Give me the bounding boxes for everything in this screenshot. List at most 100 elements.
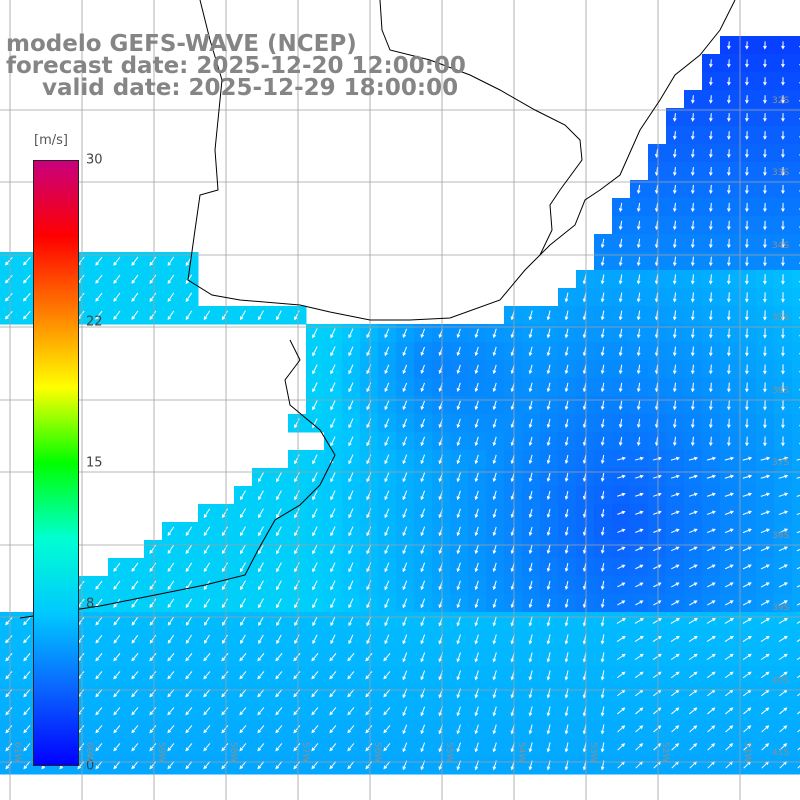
wind-arrow: [546, 634, 551, 645]
wind-arrow: [763, 184, 767, 195]
wind-arrow: [312, 616, 318, 627]
wind-speed-cell: [792, 648, 800, 667]
wind-arrow: [77, 761, 85, 770]
wind-arrow: [781, 256, 785, 267]
wind-arrow: [402, 616, 408, 627]
wind-arrow: [330, 382, 336, 393]
wind-arrow: [708, 400, 713, 411]
wind-arrow: [564, 562, 569, 573]
wind-arrow: [727, 166, 731, 177]
wind-arrow: [760, 564, 770, 570]
wind-arrow: [546, 346, 551, 357]
wind-arrow: [492, 598, 497, 609]
wind-arrow: [293, 689, 301, 698]
wind-arrow: [492, 346, 497, 357]
wind-arrow: [22, 292, 31, 302]
wind-arrow: [294, 598, 300, 609]
wind-arrow: [724, 635, 734, 642]
wind-arrow: [763, 113, 767, 122]
wind-arrow: [203, 544, 211, 555]
wind-arrow: [258, 490, 264, 501]
wind-arrow: [564, 508, 569, 518]
wind-arrow: [600, 238, 605, 249]
wind-arrow: [618, 256, 623, 267]
wind-arrow: [492, 472, 497, 483]
wind-arrow: [618, 238, 623, 249]
wind-arrow: [726, 382, 731, 393]
wind-arrow: [654, 328, 659, 339]
wind-arrow: [652, 618, 662, 624]
wind-arrow: [582, 436, 587, 447]
wind-arrow: [474, 490, 479, 501]
wind-speed-cell: [792, 468, 800, 487]
wind-arrow: [653, 510, 662, 515]
wind-arrow: [546, 436, 551, 447]
wind-arrow: [564, 292, 569, 303]
wind-arrow: [600, 706, 605, 717]
wind-arrow: [384, 382, 390, 393]
wind-arrow: [456, 418, 461, 429]
wind-arrow: [221, 707, 229, 716]
wind-arrow: [420, 418, 426, 429]
wind-arrow: [456, 742, 461, 753]
wind-arrow: [294, 526, 300, 537]
wind-arrow: [185, 562, 193, 573]
wind-arrow: [312, 472, 318, 483]
wind-arrow: [618, 202, 623, 213]
wind-speed-cell: [792, 216, 800, 235]
wind-arrow: [95, 761, 103, 770]
wind-arrow: [95, 725, 103, 734]
wind-arrow: [724, 456, 735, 461]
wind-arrow: [760, 600, 770, 606]
wind-arrow: [672, 436, 677, 447]
wind-arrow: [724, 492, 735, 497]
wind-arrow: [383, 743, 391, 752]
wind-arrow: [671, 582, 680, 588]
wind-arrow: [763, 436, 767, 447]
wind-arrow: [653, 707, 662, 715]
wind-arrow: [690, 346, 695, 357]
wind-arrow: [113, 653, 121, 662]
wind-arrow: [742, 546, 752, 552]
wind-arrow: [311, 707, 319, 716]
wind-arrow: [474, 364, 479, 375]
wind-arrow: [688, 528, 698, 534]
wind-arrow: [474, 616, 479, 627]
wind-arrow: [329, 689, 337, 698]
latitude-label: 36S: [772, 386, 790, 396]
wind-arrow: [763, 202, 767, 213]
wind-arrow: [778, 582, 788, 588]
wind-speed-cell: [792, 504, 800, 523]
wind-arrow: [167, 616, 175, 626]
wind-arrow: [635, 546, 644, 552]
colorbar-tick-label: 22: [86, 314, 103, 330]
wind-arrow: [706, 618, 716, 624]
wind-arrow: [384, 508, 390, 519]
wind-arrow: [456, 562, 461, 573]
wind-arrow: [276, 580, 282, 591]
wind-arrow: [420, 382, 425, 393]
wind-arrow: [724, 671, 734, 679]
wind-arrow: [23, 689, 31, 698]
wind-arrow: [564, 598, 569, 609]
wind-arrow: [456, 724, 461, 735]
wind-arrow: [113, 616, 121, 626]
wind-speed-cell: [792, 666, 800, 685]
wind-arrow: [688, 456, 699, 461]
wind-arrow: [456, 454, 461, 465]
wind-arrow: [492, 418, 497, 429]
wind-arrow: [778, 528, 789, 534]
wind-arrow: [131, 671, 139, 680]
wind-arrow: [653, 600, 662, 606]
wind-arrow: [781, 166, 785, 177]
colorbar-tick-label: 15: [86, 455, 103, 471]
wind-arrow: [745, 364, 749, 375]
wind-arrow: [690, 400, 695, 411]
wind-arrow: [402, 346, 408, 357]
wind-arrow: [474, 526, 479, 537]
wind-arrow: [706, 582, 716, 588]
wind-arrow: [688, 510, 698, 515]
wind-arrow: [688, 492, 698, 497]
wind-arrow: [492, 742, 497, 753]
wind-arrow: [690, 95, 695, 104]
